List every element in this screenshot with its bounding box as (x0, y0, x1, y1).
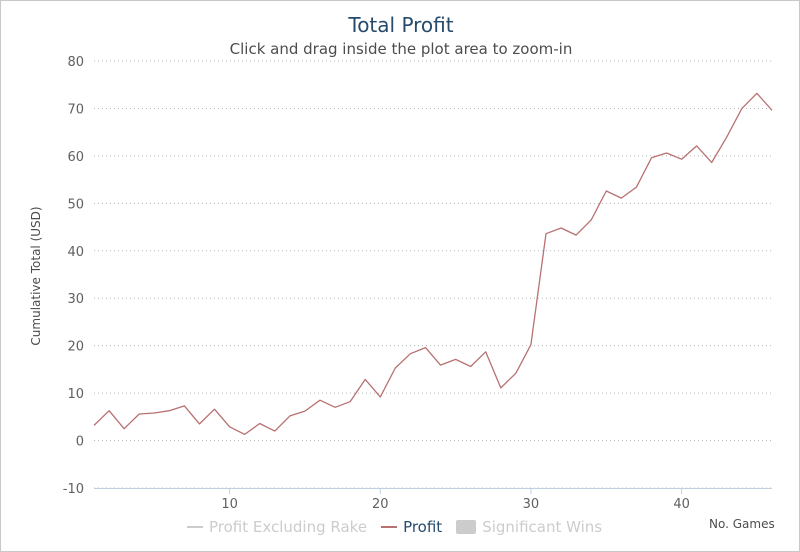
legend-label: Significant Wins (482, 518, 603, 536)
y-tick-label: 30 (67, 292, 84, 307)
legend-item-profit-excluding-rake[interactable]: Profit Excluding Rake (187, 518, 367, 536)
y-tick-label: 20 (67, 340, 84, 355)
x-tick-label: 20 (372, 497, 389, 512)
legend-item-significant-wins[interactable]: Significant Wins (456, 518, 602, 536)
y-tick-label: 10 (67, 387, 84, 402)
y-tick-label: 70 (67, 102, 84, 117)
y-tick-label: -10 (63, 482, 84, 497)
x-tick-label: 30 (523, 497, 540, 512)
legend-label: Profit (403, 518, 443, 536)
y-axis-label: Cumulative Total (USD) (29, 206, 43, 345)
legend-swatch-line-icon (381, 526, 398, 528)
x-axis-label: No. Games (709, 517, 775, 531)
x-tick-label: 40 (673, 497, 690, 512)
y-tick-label: 60 (67, 150, 84, 165)
x-tick-label: 10 (221, 497, 238, 512)
chart-subtitle: Click and drag inside the plot area to z… (229, 40, 573, 58)
y-tick-label: 0 (76, 435, 84, 450)
y-tick-label: 40 (67, 245, 84, 260)
y-tick-label: 80 (67, 55, 84, 70)
legend-label: Profit Excluding Rake (209, 518, 368, 536)
y-tick-label: 50 (67, 197, 84, 212)
chart-title: Total Profit (348, 13, 454, 37)
legend-item-profit[interactable]: Profit (381, 518, 442, 536)
legend-swatch-line-icon (187, 526, 203, 528)
legend: Profit Excluding Rake Profit Significant… (187, 516, 616, 538)
legend-swatch-box-icon (456, 520, 477, 534)
series-line-profit[interactable] (93, 92, 773, 436)
